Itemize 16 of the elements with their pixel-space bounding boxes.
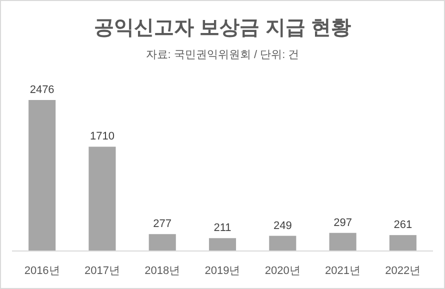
x-tick: 2017년 bbox=[84, 265, 120, 277]
data-label: 249 bbox=[273, 220, 292, 232]
data-label: 277 bbox=[153, 218, 172, 230]
data-label: 261 bbox=[394, 219, 412, 232]
data-label: 2476 bbox=[30, 84, 54, 96]
x-tick: 2016년 bbox=[24, 265, 60, 277]
subtitle: 자료: 국민권익위원회 / 단위: 건 bbox=[146, 49, 300, 61]
data-label: 211 bbox=[214, 222, 232, 234]
data-label: 1710 bbox=[90, 130, 114, 143]
x-tick: 2019년 bbox=[204, 265, 240, 277]
x-tick: 2020년 bbox=[264, 265, 300, 277]
x-tick: 2018년 bbox=[144, 265, 180, 277]
title: 공익신고자 보상금 지급 현황 bbox=[94, 17, 351, 39]
x-tick: 2021년 bbox=[325, 265, 361, 277]
x-tick: 2022년 bbox=[385, 265, 421, 277]
data-label: 297 bbox=[334, 216, 352, 229]
